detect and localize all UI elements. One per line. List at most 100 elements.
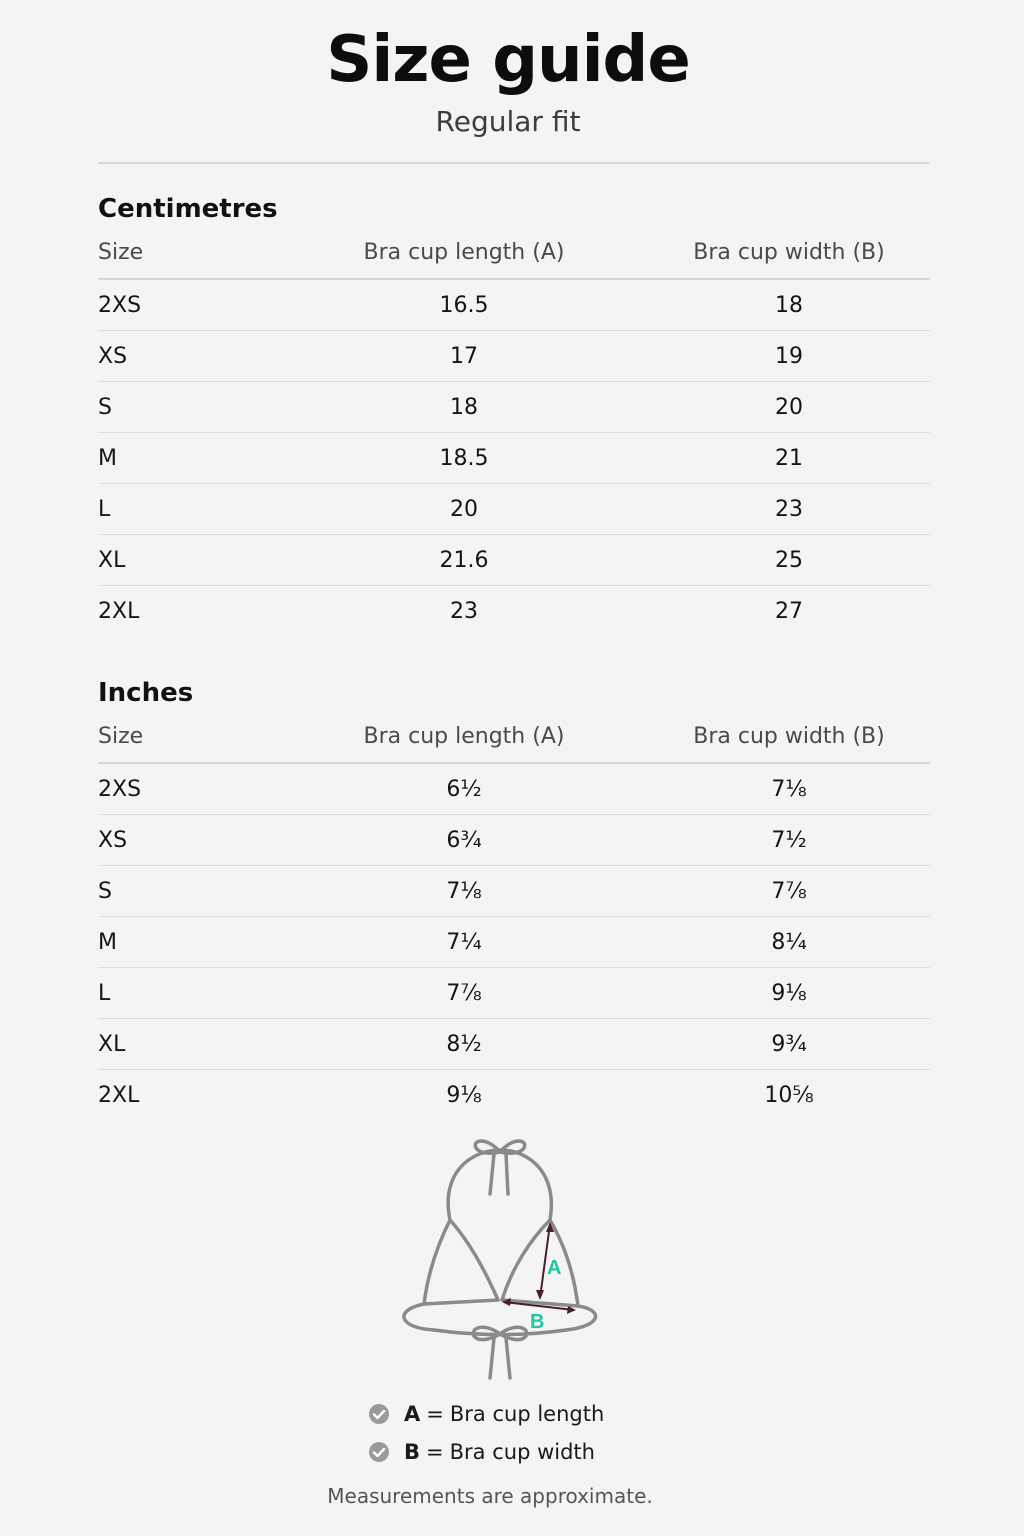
cell-cup-width: 7½ <box>771 827 807 853</box>
cell-cup-length: 20 <box>450 496 478 522</box>
table-row: XS 6¾ 7½ <box>98 815 930 866</box>
cell-size: 2XL <box>98 598 140 624</box>
bikini-outline <box>402 1139 598 1380</box>
legend-text: Bra cup length <box>449 1402 605 1426</box>
table-row: XL 21.6 25 <box>98 535 930 586</box>
cell-cup-width: 19 <box>775 343 803 369</box>
halter-strap <box>446 1148 554 1222</box>
column-header-cup-length: Bra cup length (A) <box>363 723 565 749</box>
cell-cup-length: 6½ <box>446 776 482 802</box>
bikini-top-diagram: A B <box>390 1132 610 1388</box>
cell-cup-length: 9⅛ <box>446 1082 482 1108</box>
cell-size: L <box>98 980 111 1006</box>
cell-cup-length: 17 <box>450 343 478 369</box>
table-row: L 20 23 <box>98 484 930 535</box>
cell-size: XL <box>98 1031 126 1057</box>
cell-cup-width: 21 <box>775 445 803 471</box>
neck-bow-right <box>498 1139 527 1155</box>
check-circle-icon <box>369 1404 389 1424</box>
left-cup <box>422 1218 500 1306</box>
cell-cup-width: 7⅛ <box>771 776 807 802</box>
cell-size: L <box>98 496 111 522</box>
cell-cup-length: 8½ <box>446 1031 482 1057</box>
table-row: S 18 20 <box>98 382 930 433</box>
table-row: 2XS 6½ 7⅛ <box>98 764 930 815</box>
back-bow-left <box>471 1325 502 1342</box>
column-header-size: Size <box>98 723 144 749</box>
cell-cup-width: 23 <box>775 496 803 522</box>
footnote: Measurements are approximate. <box>327 1484 653 1508</box>
legend-text: Bra cup width <box>449 1440 595 1464</box>
cell-cup-length: 16.5 <box>439 292 489 318</box>
cell-size: S <box>98 394 112 420</box>
neck-bow-left <box>473 1139 502 1155</box>
cell-cup-length: 7⅛ <box>446 878 482 904</box>
cell-cup-width: 8¼ <box>771 929 807 955</box>
legend-equals: = <box>426 1440 444 1464</box>
divider <box>98 162 930 164</box>
arrow-a-head-bottom <box>536 1290 544 1300</box>
cell-cup-width: 9¾ <box>771 1031 807 1057</box>
arrow-b-head-right <box>567 1306 576 1314</box>
arrow-a-line <box>539 1223 551 1299</box>
column-header-size: Size <box>98 239 144 265</box>
table-row: XL 8½ 9¾ <box>98 1019 930 1070</box>
cell-cup-width: 20 <box>775 394 803 420</box>
label-a: A <box>547 1257 561 1279</box>
cell-cup-width: 7⅞ <box>771 878 807 904</box>
legend-key: B <box>404 1440 421 1464</box>
check-circle-icon <box>369 1442 389 1462</box>
column-header-cup-width: Bra cup width (B) <box>693 239 885 265</box>
cell-size: S <box>98 878 112 904</box>
back-tie-left <box>488 1336 496 1380</box>
underband <box>402 1302 598 1337</box>
table-row: M 7¼ 8¼ <box>98 917 930 968</box>
table-row: L 7⅞ 9⅛ <box>98 968 930 1019</box>
cell-size: XS <box>98 827 128 853</box>
cell-cup-width: 27 <box>775 598 803 624</box>
cell-cup-width: 25 <box>775 547 803 573</box>
section-title-centimetres: Centimetres <box>98 194 278 224</box>
column-header-cup-width: Bra cup width (B) <box>693 723 885 749</box>
cell-cup-length: 23 <box>450 598 478 624</box>
cell-cup-length: 7⅞ <box>446 980 482 1006</box>
cell-cup-length: 18.5 <box>439 445 489 471</box>
arrow-a-head-top <box>546 1222 554 1232</box>
neck-tie-left <box>488 1152 496 1196</box>
cell-cup-width: 10⅝ <box>764 1082 814 1108</box>
table-row: S 7⅛ 7⅞ <box>98 866 930 917</box>
back-tie-right <box>504 1336 512 1380</box>
cell-cup-width: 9⅛ <box>771 980 807 1006</box>
table-row: 2XL 23 27 <box>98 586 930 636</box>
section-title-inches: Inches <box>98 678 194 708</box>
cell-size: M <box>98 929 117 955</box>
cell-cup-length: 7¼ <box>446 929 482 955</box>
cell-cup-width: 18 <box>775 292 803 318</box>
label-b: B <box>530 1311 544 1333</box>
table-header: Size Bra cup length (A) Bra cup width (B… <box>98 710 930 764</box>
right-cup <box>500 1218 580 1308</box>
cell-size: XL <box>98 547 126 573</box>
cell-size: 2XS <box>98 292 142 318</box>
column-header-cup-length: Bra cup length (A) <box>363 239 565 265</box>
table-row: 2XS 16.5 18 <box>98 280 930 331</box>
legend-key: A <box>404 1402 421 1426</box>
bikini-top-illustration: A B <box>402 1139 598 1380</box>
cell-cup-length: 6¾ <box>446 827 482 853</box>
measurement-arrows <box>502 1222 576 1314</box>
legend-item-a: A = Bra cup length <box>368 1398 688 1430</box>
cell-size: 2XS <box>98 776 142 802</box>
cell-size: 2XL <box>98 1082 140 1108</box>
back-bow-right <box>498 1325 529 1342</box>
table-row: M 18.5 21 <box>98 433 930 484</box>
cell-size: M <box>98 445 117 471</box>
page-subtitle: Regular fit <box>435 105 581 138</box>
page-title: Size guide <box>326 23 691 97</box>
cell-size: XS <box>98 343 128 369</box>
cell-cup-length: 21.6 <box>439 547 489 573</box>
cell-cup-length: 18 <box>450 394 478 420</box>
size-table-centimetres: Centimetres Size Bra cup length (A) Bra … <box>98 192 930 636</box>
arrow-b-line <box>503 1301 575 1311</box>
neck-tie-right <box>504 1152 510 1196</box>
arrow-b-head-left <box>502 1298 511 1306</box>
